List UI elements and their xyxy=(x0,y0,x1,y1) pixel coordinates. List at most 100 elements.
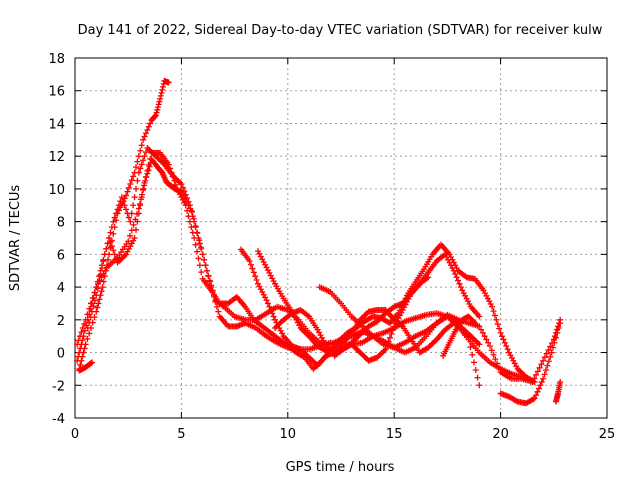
data-point xyxy=(125,184,132,191)
data-point xyxy=(541,354,548,361)
data-point xyxy=(165,79,172,86)
data-point xyxy=(101,273,108,280)
data-point xyxy=(178,181,185,187)
data-point xyxy=(89,359,96,366)
y-tick-label: 8 xyxy=(57,216,65,231)
data-point xyxy=(128,177,135,184)
data-point xyxy=(141,133,148,140)
data-point xyxy=(550,344,557,351)
data-point xyxy=(110,247,117,254)
data-point xyxy=(542,367,549,373)
data-point xyxy=(123,192,130,199)
data-point xyxy=(86,330,93,337)
data-point xyxy=(194,248,201,255)
data-point xyxy=(101,251,108,258)
data-point xyxy=(476,341,483,348)
series-track-9 xyxy=(440,313,479,359)
data-point xyxy=(135,210,142,217)
data-point xyxy=(133,185,140,192)
data-point xyxy=(208,282,215,289)
data-point xyxy=(123,206,130,213)
y-tick-label: 14 xyxy=(48,117,65,132)
data-point xyxy=(382,346,389,353)
data-point xyxy=(145,123,152,130)
data-point xyxy=(189,208,196,215)
data-point xyxy=(130,173,137,180)
data-point xyxy=(135,153,142,160)
data-point xyxy=(494,360,501,367)
data-point xyxy=(489,303,496,310)
data-point xyxy=(159,86,166,93)
y-tick-label: 18 xyxy=(48,52,65,67)
data-point xyxy=(118,201,125,208)
series-track-12 xyxy=(552,379,564,405)
data-point xyxy=(196,262,203,269)
data-point xyxy=(153,109,160,116)
data-point xyxy=(95,300,102,307)
data-point xyxy=(540,357,547,364)
data-point xyxy=(147,155,154,162)
data-point xyxy=(79,337,86,344)
data-point xyxy=(203,267,210,274)
data-point xyxy=(114,206,121,213)
data-point xyxy=(157,95,164,102)
data-point xyxy=(115,207,122,214)
data-point xyxy=(247,261,254,268)
data-point xyxy=(479,329,486,336)
data-point xyxy=(130,202,137,209)
data-point xyxy=(138,194,145,201)
data-point xyxy=(152,113,159,120)
series-track-10 xyxy=(497,320,564,407)
x-tick-label: 25 xyxy=(599,427,616,442)
data-point xyxy=(467,344,474,351)
data-point xyxy=(124,188,131,195)
data-point xyxy=(386,334,393,341)
data-point xyxy=(142,130,149,137)
data-point xyxy=(538,361,545,368)
data-point xyxy=(198,245,205,252)
data-point xyxy=(154,104,161,111)
data-point xyxy=(87,360,94,367)
data-point xyxy=(113,255,120,262)
data-point xyxy=(194,229,201,236)
y-tick-label: 6 xyxy=(57,248,65,263)
data-point xyxy=(131,194,138,201)
data-point xyxy=(534,388,541,395)
data-point xyxy=(138,142,145,149)
data-point xyxy=(102,267,109,274)
data-point xyxy=(90,303,97,310)
data-point xyxy=(96,278,103,285)
y-tick-label: 16 xyxy=(48,85,65,100)
data-point xyxy=(492,356,499,363)
data-point xyxy=(269,310,276,317)
data-point xyxy=(471,359,477,366)
data-point xyxy=(107,239,114,246)
data-point xyxy=(134,218,141,225)
data-point xyxy=(80,333,87,340)
data-point xyxy=(425,274,432,281)
y-tick-label: 12 xyxy=(48,150,65,165)
data-point xyxy=(481,333,488,340)
data-point xyxy=(209,287,216,294)
data-point xyxy=(145,167,152,174)
data-point xyxy=(252,273,259,280)
data-point xyxy=(78,329,85,336)
series-track-11 xyxy=(76,359,96,374)
data-point xyxy=(77,345,84,352)
data-point xyxy=(191,218,198,225)
data-point xyxy=(94,285,101,292)
data-point xyxy=(457,284,464,291)
data-point xyxy=(544,362,551,369)
data-point xyxy=(107,229,114,236)
data-point xyxy=(145,161,152,168)
data-point xyxy=(540,375,547,382)
data-point xyxy=(152,112,159,119)
y-tick-label: 4 xyxy=(57,281,65,296)
data-point xyxy=(537,382,544,389)
data-point xyxy=(195,255,202,262)
data-point xyxy=(125,214,132,221)
x-tick-label: 20 xyxy=(492,427,509,442)
data-point xyxy=(504,346,511,353)
data-point xyxy=(106,235,113,241)
